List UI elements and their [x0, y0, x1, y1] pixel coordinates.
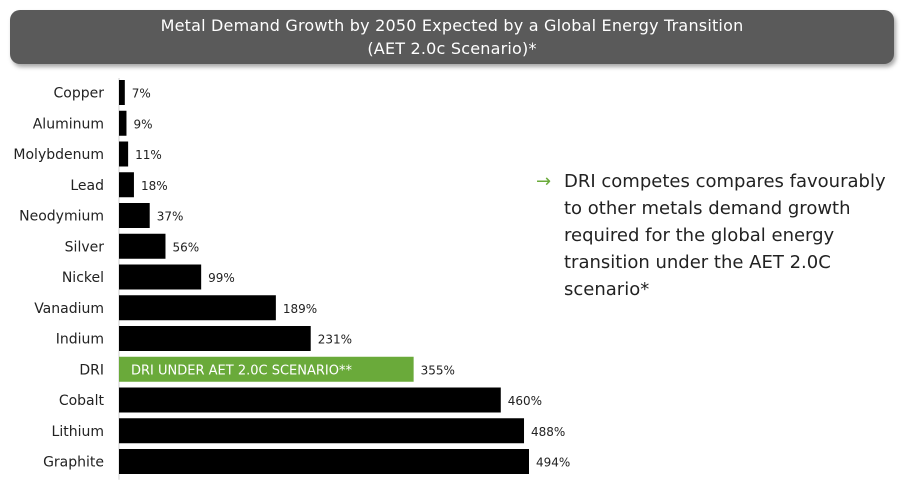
- bar: [119, 172, 134, 198]
- category-label: Lithium: [52, 424, 104, 440]
- category-label: Silver: [65, 239, 105, 255]
- callout-note: → DRI competes compares favourably to ot…: [536, 168, 896, 303]
- bar: [119, 264, 202, 290]
- bar: [119, 326, 311, 351]
- data-label: 56%: [172, 240, 199, 254]
- bar: [119, 295, 276, 321]
- data-label: 231%: [318, 333, 352, 347]
- category-label: Vanadium: [34, 301, 104, 317]
- category-label: Copper: [54, 86, 105, 102]
- data-label: 488%: [531, 425, 565, 439]
- data-label: 99%: [208, 271, 235, 285]
- category-label: Graphite: [43, 455, 104, 471]
- bar: [119, 449, 529, 474]
- data-label: 189%: [283, 302, 317, 316]
- bar-highlight: [119, 356, 414, 382]
- data-label: 18%: [141, 179, 168, 193]
- category-label: Indium: [56, 332, 104, 348]
- data-label: 355%: [421, 363, 455, 377]
- data-label: 11%: [135, 148, 162, 162]
- bar: [119, 233, 166, 259]
- bar: [119, 141, 129, 167]
- callout-text: DRI competes compares favourably to othe…: [564, 171, 886, 300]
- category-label: Cobalt: [59, 393, 105, 409]
- data-label: 494%: [536, 456, 570, 470]
- arrow-right-icon: →: [536, 171, 552, 192]
- category-label: Neodymium: [19, 209, 104, 225]
- category-label: Aluminum: [33, 116, 104, 132]
- chart-title: Metal Demand Growth by 2050 Expected by …: [160, 16, 744, 35]
- bar: [119, 110, 127, 136]
- category-label: Molybdenum: [13, 147, 104, 163]
- category-label: DRI: [79, 362, 104, 378]
- chart-subtitle: (AET 2.0c Scenario)*: [367, 39, 537, 58]
- chart-title-bar: Metal Demand Growth by 2050 Expected by …: [10, 10, 894, 64]
- bar: [119, 418, 525, 444]
- data-label: 460%: [508, 394, 542, 408]
- data-label: 37%: [157, 210, 184, 224]
- category-label: Lead: [70, 178, 104, 194]
- data-label: 9%: [133, 117, 152, 131]
- data-label: 7%: [132, 87, 151, 101]
- highlight-bar-label: DRI UNDER AET 2.0C SCENARIO**: [131, 363, 352, 378]
- bar: [119, 387, 501, 413]
- bar: [119, 203, 150, 228]
- bar: [119, 80, 125, 105]
- category-label: Nickel: [62, 270, 104, 286]
